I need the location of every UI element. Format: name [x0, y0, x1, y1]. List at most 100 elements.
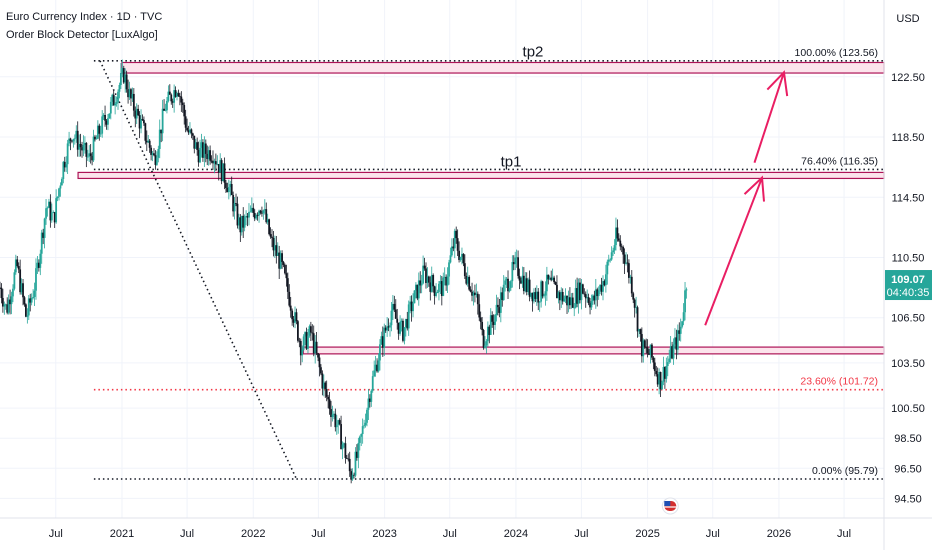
candle-body — [613, 245, 616, 251]
candle-body — [191, 133, 194, 136]
candle-body — [584, 294, 587, 299]
candle-body — [681, 321, 684, 327]
candle-body — [345, 457, 348, 459]
candle-body — [95, 138, 98, 140]
candle-body — [324, 382, 327, 389]
indicator-legend[interactable]: Order Block Detector [LuxAlgo] — [6, 29, 158, 41]
candle-body — [409, 301, 412, 305]
candle-body — [615, 227, 617, 246]
candle-body — [594, 289, 597, 301]
candle-body — [223, 163, 226, 183]
chart-grid — [0, 0, 884, 518]
candle-body — [576, 288, 579, 304]
candle-body — [237, 217, 240, 226]
candle-body — [265, 209, 268, 223]
candle-body — [26, 315, 29, 317]
candle-body — [397, 322, 400, 334]
candle-body — [569, 297, 571, 306]
candle-body — [124, 74, 127, 83]
candle-body — [453, 230, 456, 249]
candle-body — [406, 318, 409, 329]
candle-body — [40, 232, 43, 254]
projection-arrows — [704, 70, 789, 326]
candle-body — [65, 164, 68, 168]
time-tick-label: Jul — [180, 528, 194, 540]
candle-body — [298, 340, 301, 342]
projection-arrow-line — [704, 177, 763, 326]
candle-body — [571, 297, 574, 308]
candle-body — [12, 288, 14, 297]
candle-body — [263, 209, 266, 211]
candle-body — [89, 153, 92, 156]
candle-body — [45, 208, 47, 219]
candle-body — [76, 130, 79, 150]
candle-body — [433, 286, 436, 296]
candle-body — [82, 144, 85, 151]
candle-body — [311, 332, 314, 334]
candle-body — [364, 422, 367, 426]
candle-body — [317, 353, 319, 358]
candle-body — [143, 120, 145, 124]
candle-body — [586, 297, 589, 299]
candle-body — [206, 153, 209, 160]
candle-body — [522, 275, 525, 292]
fib-level-label: 100.00% (123.56) — [795, 47, 878, 59]
time-tick-label: 2023 — [372, 528, 396, 540]
candle-body — [492, 321, 495, 325]
candle-body — [563, 298, 566, 302]
candle-body — [309, 326, 312, 333]
candle-body — [119, 72, 122, 85]
candle-body — [597, 290, 600, 297]
candle-body — [122, 68, 125, 83]
candle-body — [3, 304, 6, 307]
symbol-legend[interactable]: Euro Currency Index · 1D · TVC — [6, 11, 163, 23]
fibonacci-levels — [93, 60, 884, 480]
candle-body — [528, 279, 531, 297]
candle-body — [684, 290, 686, 313]
candle-body — [304, 332, 307, 337]
fib-trend-line — [99, 60, 298, 480]
candle-body — [384, 327, 387, 331]
candle-body — [630, 276, 633, 294]
time-tick-label: 2021 — [110, 528, 134, 540]
candle-body — [353, 474, 355, 476]
candle-body — [249, 211, 252, 213]
candle-body — [633, 299, 636, 308]
candle-body — [151, 153, 154, 155]
candle-body — [465, 276, 468, 284]
candle-body — [266, 219, 269, 223]
candle-body — [102, 115, 105, 117]
candle-body — [547, 274, 550, 280]
candle-body — [612, 250, 614, 253]
candle-body — [550, 277, 553, 281]
candle-body — [190, 129, 193, 134]
price-tick-label: 122.50 — [891, 72, 925, 84]
order-block-zone — [121, 61, 885, 74]
candle-body — [75, 130, 78, 139]
candle-body — [314, 341, 317, 354]
candle-body — [52, 212, 55, 213]
candle-body — [178, 95, 181, 97]
candle-body — [91, 155, 94, 161]
candle-body — [351, 474, 354, 480]
candle-body — [544, 291, 547, 296]
candle-body — [628, 263, 630, 278]
candle-body — [68, 138, 70, 144]
candle-body — [416, 284, 419, 299]
candle-body — [377, 360, 380, 372]
candle-body — [489, 315, 492, 335]
candle-body — [610, 252, 613, 260]
candle-body — [658, 371, 661, 385]
candle-body — [593, 295, 596, 301]
candle-body — [322, 382, 325, 389]
candle-body — [360, 434, 363, 437]
candle-body — [292, 319, 295, 323]
price-tick-label: 106.50 — [891, 313, 925, 325]
candle-body — [638, 329, 640, 332]
candle-body — [1, 298, 4, 307]
candle-body — [515, 257, 518, 259]
candle-body — [233, 203, 236, 212]
candle-body — [436, 291, 439, 294]
